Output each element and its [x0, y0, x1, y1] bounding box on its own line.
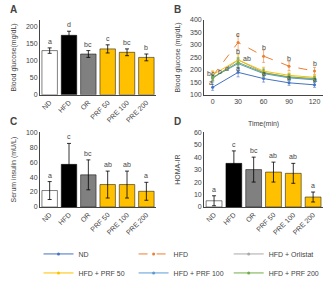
svg-text:60: 60 — [30, 159, 38, 166]
svg-text:80: 80 — [30, 144, 38, 151]
svg-text:Blood glucose (mg/dL): Blood glucose (mg/dL) — [174, 22, 182, 92]
svg-text:c: c — [236, 31, 240, 38]
svg-text:PRE 100: PRE 100 — [105, 99, 130, 124]
svg-text:c: c — [232, 141, 236, 148]
svg-text:PRE 100: PRE 100 — [105, 211, 130, 236]
svg-text:bc: bc — [123, 39, 131, 46]
svg-text:60: 60 — [260, 98, 268, 105]
svg-text:20: 20 — [30, 188, 38, 195]
svg-text:200: 200 — [26, 23, 38, 30]
svg-text:b: b — [313, 60, 317, 67]
svg-text:Blood glucose(mg/dL): Blood glucose(mg/dL) — [10, 23, 18, 91]
svg-text:30: 30 — [194, 166, 202, 173]
svg-text:a: a — [212, 186, 216, 193]
svg-text:HFD + PRF 200: HFD + PRF 200 — [269, 270, 319, 277]
svg-text:150: 150 — [26, 40, 38, 47]
svg-text:PRE 100: PRE 100 — [272, 211, 297, 236]
svg-text:ab: ab — [269, 152, 277, 159]
svg-text:B: B — [174, 4, 181, 15]
svg-text:b: b — [236, 48, 240, 55]
svg-text:50: 50 — [194, 141, 202, 148]
svg-text:ND: ND — [205, 211, 217, 223]
svg-text:bc: bc — [207, 70, 215, 77]
svg-text:a: a — [236, 65, 240, 72]
svg-text:0: 0 — [211, 98, 215, 105]
svg-text:PRE 200: PRE 200 — [125, 211, 150, 236]
svg-text:PRF 50: PRF 50 — [255, 211, 277, 233]
svg-text:PRF 50: PRF 50 — [89, 211, 111, 233]
svg-text:PRF 50: PRF 50 — [89, 99, 111, 121]
svg-text:ND: ND — [41, 99, 53, 111]
svg-text:0: 0 — [198, 203, 202, 210]
svg-text:ab: ab — [123, 161, 131, 168]
svg-text:Time(min): Time(min) — [248, 120, 279, 128]
svg-text:100: 100 — [26, 129, 38, 136]
svg-text:bc: bc — [250, 147, 258, 154]
svg-text:ND: ND — [79, 251, 89, 258]
svg-text:A: A — [10, 4, 17, 15]
svg-text:0: 0 — [34, 203, 38, 210]
svg-text:OR: OR — [79, 99, 91, 111]
svg-text:ND: ND — [41, 211, 53, 223]
svg-text:10: 10 — [194, 191, 202, 198]
svg-text:0: 0 — [34, 91, 38, 98]
svg-text:D: D — [174, 116, 181, 127]
svg-text:100: 100 — [26, 57, 38, 64]
svg-text:b: b — [218, 68, 222, 75]
svg-text:Serum insulin (mU/L): Serum insulin (mU/L) — [10, 137, 18, 203]
svg-text:HFD: HFD — [174, 251, 188, 258]
svg-text:b: b — [262, 44, 266, 51]
svg-text:20: 20 — [194, 179, 202, 186]
svg-text:a: a — [262, 70, 266, 77]
svg-text:a: a — [209, 79, 213, 86]
svg-text:OR: OR — [244, 211, 256, 223]
svg-text:HFD + PRF 100: HFD + PRF 100 — [174, 270, 224, 277]
svg-text:a: a — [287, 74, 291, 81]
svg-text:60: 60 — [194, 129, 202, 136]
svg-text:400: 400 — [190, 16, 202, 23]
svg-text:b: b — [144, 44, 148, 51]
svg-text:a: a — [48, 38, 52, 45]
svg-text:d: d — [225, 65, 229, 72]
svg-text:40: 40 — [194, 154, 202, 161]
svg-text:HFD: HFD — [222, 211, 237, 226]
svg-text:90: 90 — [285, 98, 293, 105]
svg-text:HFD + PRF 50: HFD + PRF 50 — [79, 270, 125, 277]
svg-text:a: a — [313, 76, 317, 83]
svg-text:ab: ab — [104, 161, 112, 168]
svg-text:d: d — [67, 21, 71, 28]
svg-text:200: 200 — [190, 66, 202, 73]
svg-text:a: a — [144, 172, 148, 179]
svg-text:bc: bc — [84, 41, 92, 48]
svg-text:250: 250 — [190, 54, 202, 61]
svg-text:120: 120 — [309, 98, 321, 105]
svg-text:PRE 200: PRE 200 — [292, 211, 317, 236]
svg-text:b: b — [287, 55, 291, 62]
svg-text:ab: ab — [243, 55, 251, 62]
svg-text:HFD: HFD — [57, 211, 72, 226]
svg-text:ab: ab — [289, 153, 297, 160]
svg-text:30: 30 — [234, 98, 242, 105]
svg-text:c: c — [106, 35, 110, 42]
svg-text:100: 100 — [190, 91, 202, 98]
svg-text:a: a — [48, 172, 52, 179]
svg-text:300: 300 — [190, 41, 202, 48]
svg-text:PRE 200: PRE 200 — [125, 99, 150, 124]
svg-text:a: a — [311, 182, 315, 189]
svg-text:HFD + Orlistat: HFD + Orlistat — [269, 251, 314, 258]
svg-text:C: C — [10, 116, 17, 127]
svg-text:40: 40 — [30, 174, 38, 181]
svg-text:c: c — [67, 133, 71, 140]
svg-text:HOMA-IR: HOMA-IR — [174, 154, 181, 184]
svg-text:bc: bc — [84, 150, 92, 157]
svg-text:HFD: HFD — [57, 99, 72, 114]
svg-text:OR: OR — [79, 211, 91, 223]
svg-text:350: 350 — [190, 29, 202, 36]
svg-text:50: 50 — [30, 74, 38, 81]
svg-text:150: 150 — [190, 79, 202, 86]
